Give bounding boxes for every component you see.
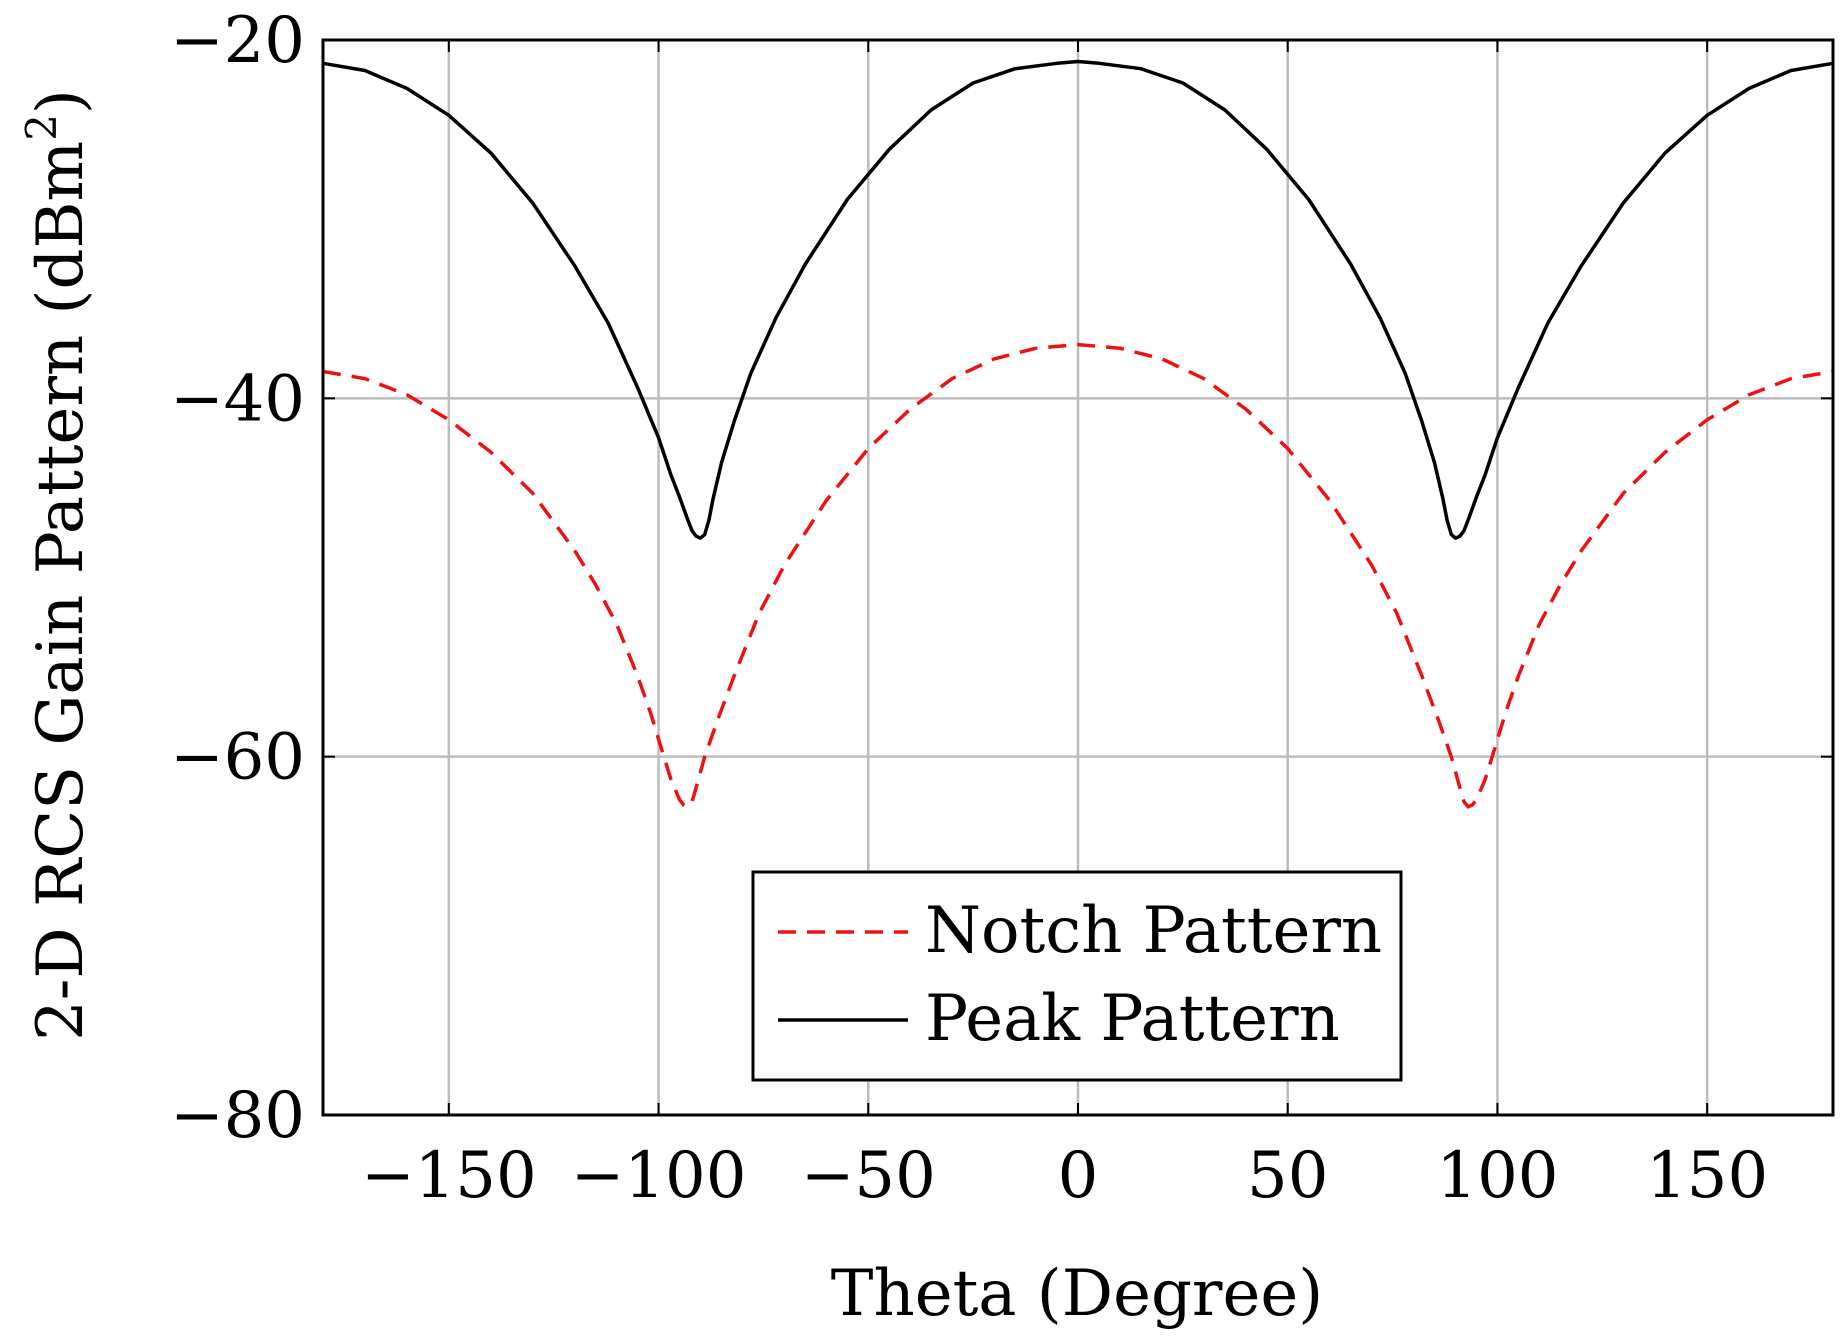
x-tick-label: 100 (1436, 1139, 1558, 1213)
y-tick-label: −40 (170, 362, 305, 436)
y-axis-label: 2-D RCS Gain Pattern (dBm2) (17, 89, 98, 1041)
series-line-notch-pattern (322, 342, 1834, 809)
y-axis-label-superscript: 2 (17, 114, 66, 141)
y-axis-label-text: 2-D RCS Gain Pattern (dBm (24, 141, 98, 1041)
x-tick-label: 0 (1058, 1139, 1099, 1213)
x-tick-label: 50 (1247, 1139, 1328, 1213)
y-tick-label: −60 (170, 721, 305, 795)
x-tick-label: −100 (571, 1139, 747, 1213)
x-tick-label: −50 (801, 1139, 936, 1213)
x-axis-label: Theta (Degree) (831, 1257, 1323, 1331)
y-tick-label: −80 (170, 1079, 305, 1153)
legend-box (751, 870, 1403, 1082)
legend-label-notch: Notch Pattern (925, 894, 1382, 968)
legend: Notch Pattern Peak Pattern (751, 870, 1403, 1082)
legend-label-peak: Peak Pattern (925, 982, 1340, 1056)
x-tick-label: −150 (361, 1139, 537, 1213)
y-axis-label-close: ) (24, 89, 98, 114)
x-tick-label: 150 (1646, 1139, 1768, 1213)
y-axis-ticks: −80 −60 −40 −20 (170, 4, 1833, 1153)
y-tick-label: −20 (170, 4, 305, 78)
x-axis-ticks: −150 −100 −50 0 50 100 150 (361, 40, 1768, 1213)
plot-area (322, 59, 1834, 809)
series-line-peak-pattern (322, 59, 1834, 540)
